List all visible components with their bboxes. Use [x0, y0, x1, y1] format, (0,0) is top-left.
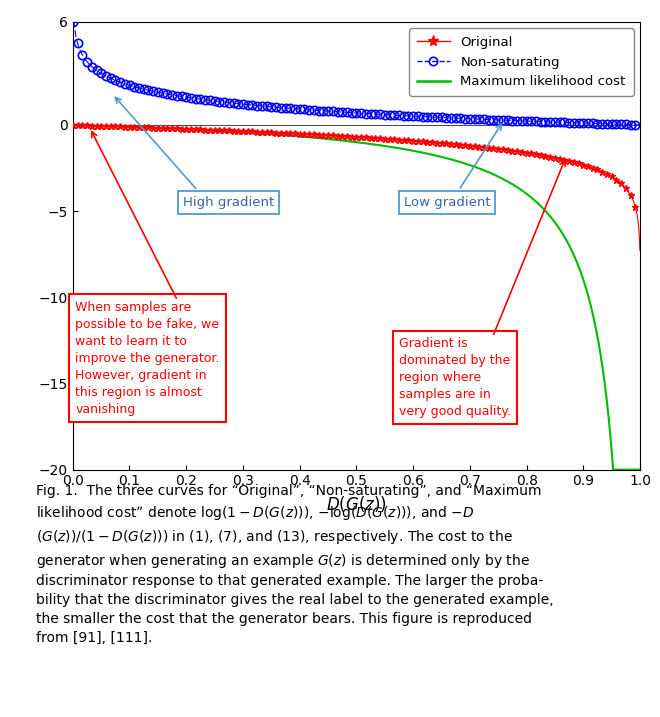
Text: High gradient: High gradient — [183, 196, 275, 209]
X-axis label: $D(G(z))$: $D(G(z))$ — [326, 494, 387, 514]
Text: Fig. 1.  The three curves for “Original”, “Non-saturating”, and “Maximum
likelih: Fig. 1. The three curves for “Original”,… — [36, 484, 554, 645]
Text: Gradient is
dominated by the
region where
samples are in
very good quality.: Gradient is dominated by the region wher… — [399, 337, 511, 418]
Legend: Original, Non-saturating, Maximum likelihood cost: Original, Non-saturating, Maximum likeli… — [409, 28, 634, 96]
Text: When samples are
possible to be fake, we
want to learn it to
improve the generat: When samples are possible to be fake, we… — [75, 300, 220, 416]
Text: Low gradient: Low gradient — [404, 196, 490, 209]
